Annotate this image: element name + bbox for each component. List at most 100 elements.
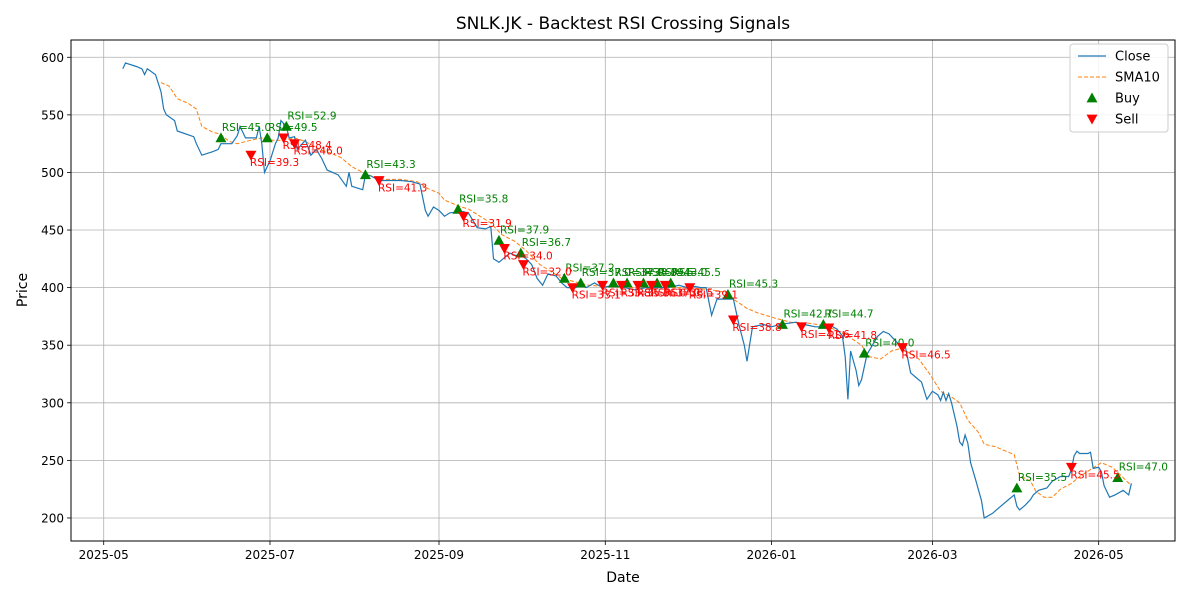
- buy-signal-label: RSI=37.9: [500, 224, 549, 236]
- sell-signal-label: RSI=35.0: [621, 287, 670, 299]
- x-tick-label: 2026-03: [907, 548, 957, 562]
- sell-signal-marker: [632, 280, 644, 291]
- sell-signal-label: RSI=39.3: [250, 157, 299, 169]
- sell-signal-label: RSI=31.9: [463, 218, 512, 230]
- buy-signal-marker: [575, 277, 587, 288]
- close-price-line: [122, 62, 1132, 519]
- y-axis-label: Price: [15, 273, 31, 307]
- buy-signal-label: RSI=37.0: [614, 267, 663, 279]
- sell-signal-marker: [796, 322, 808, 333]
- buy-signal-marker: [515, 247, 527, 258]
- buy-signal-marker: [558, 272, 570, 283]
- buy-signal-label: RSI=42.7: [783, 308, 832, 320]
- plot-frame: [70, 39, 1176, 542]
- sell-signal-label: RSI=36.0: [637, 287, 686, 299]
- y-tick-label: 400: [41, 281, 64, 295]
- legend-label: Close: [1115, 50, 1150, 65]
- sell-signal-label: RSI=33.8: [602, 287, 651, 299]
- axis-layer: 200 250 300 350 400 450 500 550 600 2025-05 2025-0…: [41, 51, 1124, 562]
- buy-signal-marker: [280, 120, 292, 131]
- buy-signal-label: RSI=45.5: [672, 267, 721, 279]
- buy-signal-label: RSI=39.5: [644, 267, 693, 279]
- y-tick-label: 300: [41, 396, 64, 410]
- grid-layer: [71, 40, 1175, 541]
- sell-signal-marker: [498, 244, 510, 254]
- chart-title: SNLK.JK - Backtest RSI Crossing Signals: [456, 14, 790, 34]
- sell-signal-marker: [646, 280, 658, 291]
- y-tick-label: 600: [41, 51, 64, 65]
- buy-signal-marker: [452, 203, 464, 214]
- buy-signal-label: RSI=45.0: [222, 122, 271, 134]
- x-tick-label: 2026-01: [746, 548, 796, 562]
- buy-signal-label: RSI=47.0: [1119, 462, 1168, 474]
- legend-label: Sell: [1115, 113, 1138, 128]
- sell-signal-marker: [278, 133, 290, 144]
- y-tick-label: 250: [41, 454, 64, 468]
- sell-signal-marker: [458, 211, 470, 222]
- buy-signal-label: RSI=43.3: [366, 159, 415, 171]
- buy-signal-label: RSI=45.3: [729, 279, 778, 291]
- x-tick-label: 2025-11: [580, 548, 630, 562]
- sell-signal-marker: [245, 150, 257, 161]
- buy-signal-label: RSI=49.5: [268, 122, 317, 134]
- sell-signal-marker: [518, 260, 530, 271]
- x-tick-label: 2025-05: [79, 548, 129, 562]
- sell-signal-marker: [896, 343, 908, 354]
- buy-signal-label: RSI=35.5: [1018, 472, 1067, 484]
- sell-signal-marker: [1065, 462, 1077, 473]
- buy-signal-label: RSI=38.0: [628, 267, 677, 279]
- y-tick-label: 550: [41, 108, 64, 122]
- sell-signal-marker: [289, 139, 301, 150]
- y-tick-label: 500: [41, 166, 64, 180]
- buy-signal-marker: [722, 289, 734, 299]
- sell-signal-label: RSI=37.0: [651, 287, 700, 299]
- sma10-line: [160, 82, 1132, 498]
- y-tick-label: 200: [41, 511, 64, 525]
- sell-signal-label: RSI=38.5: [664, 287, 713, 299]
- buy-signal-label: RSI=36.7: [522, 237, 571, 249]
- legend-label: SMA10: [1115, 71, 1160, 86]
- sell-signal-marker: [616, 280, 628, 291]
- y-tick-label: 450: [41, 224, 64, 238]
- sell-signal-label: RSI=32.0: [523, 267, 572, 279]
- buy-signal-label: RSI=44.7: [824, 308, 873, 320]
- buy-signal-marker: [607, 277, 619, 288]
- sell-signal-marker: [373, 176, 385, 187]
- buy-signal-marker: [261, 132, 273, 143]
- sell-signal-label: RSI=34.0: [503, 250, 552, 262]
- sell-signal-label: RSI=41.3: [378, 183, 427, 195]
- legend-label: Buy: [1115, 92, 1140, 107]
- legend-buy-swatch: [1086, 92, 1098, 103]
- buy-signal-marker: [493, 234, 505, 245]
- sell-signal-marker: [684, 283, 696, 294]
- x-tick-label: 2026-05: [1074, 548, 1124, 562]
- x-axis-label: Date: [606, 570, 639, 586]
- sell-signal-label: RSI=46.5: [901, 350, 950, 362]
- x-tick-label: 2025-07: [245, 548, 295, 562]
- x-tick-label: 2025-09: [414, 548, 464, 562]
- sell-signal-label: RSI=41.8: [828, 330, 877, 342]
- buy-signal-marker: [776, 318, 788, 329]
- sell-signal-label: RSI=41.6: [801, 329, 851, 341]
- buy-signal-label: RSI=52.9: [287, 110, 336, 122]
- legend-sell-swatch: [1086, 114, 1098, 125]
- sell-signal-label: RSI=46.0: [294, 146, 343, 158]
- buy-signal-label: RSI=43.0: [658, 267, 707, 279]
- sell-signal-label: RSI=45.5: [1070, 469, 1119, 481]
- legend: Close SMA10 Buy Sell: [1069, 43, 1169, 133]
- buy-signal-marker: [359, 169, 371, 180]
- buy-signal-marker: [1011, 482, 1023, 493]
- buy-signal-label: RSI=37.0: [582, 267, 631, 279]
- buy-signal-label: RSI=35.8: [459, 193, 508, 205]
- sell-signal-marker: [659, 280, 671, 291]
- sell-signal-marker: [727, 315, 739, 326]
- buy-signal-label: RSI=37.2: [565, 262, 614, 274]
- sell-signal-label: RSI=33.1: [572, 290, 621, 302]
- y-tick-label: 350: [41, 339, 64, 353]
- sell-signal-marker: [567, 283, 579, 294]
- sell-signal-marker: [597, 280, 609, 291]
- buy-signal-marker: [215, 132, 227, 143]
